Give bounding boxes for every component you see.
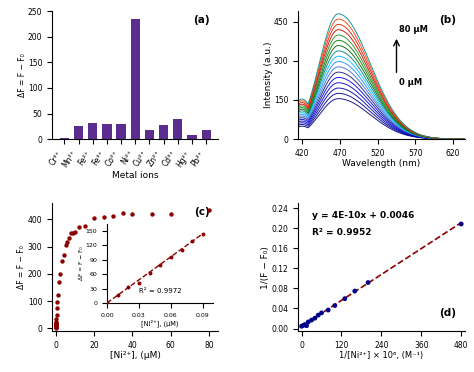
Point xyxy=(55,279,63,285)
Point xyxy=(301,322,309,328)
Point xyxy=(62,242,69,248)
Point xyxy=(52,320,60,326)
Point xyxy=(52,320,60,326)
Point xyxy=(67,230,75,236)
Point xyxy=(53,319,60,325)
Point xyxy=(331,302,338,308)
Y-axis label: 1/(F − F₀): 1/(F − F₀) xyxy=(261,246,270,289)
Point xyxy=(303,323,310,329)
Point xyxy=(351,288,358,294)
Point xyxy=(52,324,60,330)
Point xyxy=(52,325,60,331)
Point xyxy=(60,251,67,257)
Point xyxy=(64,239,71,245)
X-axis label: Metal ions: Metal ions xyxy=(112,171,158,180)
Text: (d): (d) xyxy=(439,308,456,318)
Point xyxy=(148,211,155,217)
Bar xyxy=(173,119,182,139)
Bar xyxy=(187,135,197,139)
Point xyxy=(71,229,79,235)
Point xyxy=(53,305,61,311)
Point xyxy=(109,213,117,219)
Bar xyxy=(60,138,69,139)
Point xyxy=(52,324,60,330)
Text: 80 μM: 80 μM xyxy=(399,25,428,34)
Point xyxy=(52,323,60,328)
Point xyxy=(318,310,325,316)
Point xyxy=(54,292,62,298)
Bar xyxy=(74,126,83,139)
Point xyxy=(56,271,64,277)
Y-axis label: Intensity (a.u.): Intensity (a.u.) xyxy=(264,42,273,108)
X-axis label: 1/[Ni²⁺] × 10⁶, (M⁻¹): 1/[Ni²⁺] × 10⁶, (M⁻¹) xyxy=(339,351,423,360)
Point xyxy=(119,210,127,216)
Point xyxy=(58,258,65,264)
Point xyxy=(314,312,322,318)
Point xyxy=(205,207,213,213)
Point xyxy=(52,324,60,330)
Y-axis label: ΔF = F − F₀: ΔF = F − F₀ xyxy=(18,53,27,97)
Text: (c): (c) xyxy=(194,207,210,217)
Point xyxy=(298,323,305,329)
Text: R² = 0.9952: R² = 0.9952 xyxy=(311,228,371,237)
Point xyxy=(52,323,60,329)
Point xyxy=(54,299,61,305)
Point xyxy=(300,323,307,328)
X-axis label: [Ni²⁺], (μM): [Ni²⁺], (μM) xyxy=(110,351,161,360)
Point xyxy=(91,215,98,221)
Point xyxy=(365,280,372,286)
Text: 0 μM: 0 μM xyxy=(399,78,422,87)
Point xyxy=(308,317,315,323)
Bar xyxy=(102,124,111,139)
Point xyxy=(311,315,319,321)
Point xyxy=(304,319,312,325)
Point xyxy=(65,235,73,241)
X-axis label: Wavelength (nm): Wavelength (nm) xyxy=(342,159,420,168)
Bar xyxy=(201,130,211,139)
Text: y = 4E-10x + 0.0046: y = 4E-10x + 0.0046 xyxy=(311,211,414,221)
Bar xyxy=(88,123,97,139)
Point xyxy=(457,221,465,227)
Point xyxy=(100,214,108,220)
Text: (a): (a) xyxy=(193,15,210,25)
Bar xyxy=(159,125,168,139)
Point xyxy=(324,307,332,313)
Point xyxy=(341,296,348,302)
Text: (b): (b) xyxy=(439,15,456,25)
Point xyxy=(69,230,77,235)
Point xyxy=(53,317,60,323)
Y-axis label: ΔF = F − F₀: ΔF = F − F₀ xyxy=(18,245,27,289)
Bar xyxy=(145,131,154,139)
Point xyxy=(52,323,60,329)
Point xyxy=(52,322,60,328)
Point xyxy=(53,312,60,318)
Point xyxy=(81,223,89,229)
Point xyxy=(128,211,136,217)
Point xyxy=(75,224,82,230)
Bar xyxy=(131,19,140,139)
Point xyxy=(167,211,174,217)
Bar xyxy=(117,124,126,139)
